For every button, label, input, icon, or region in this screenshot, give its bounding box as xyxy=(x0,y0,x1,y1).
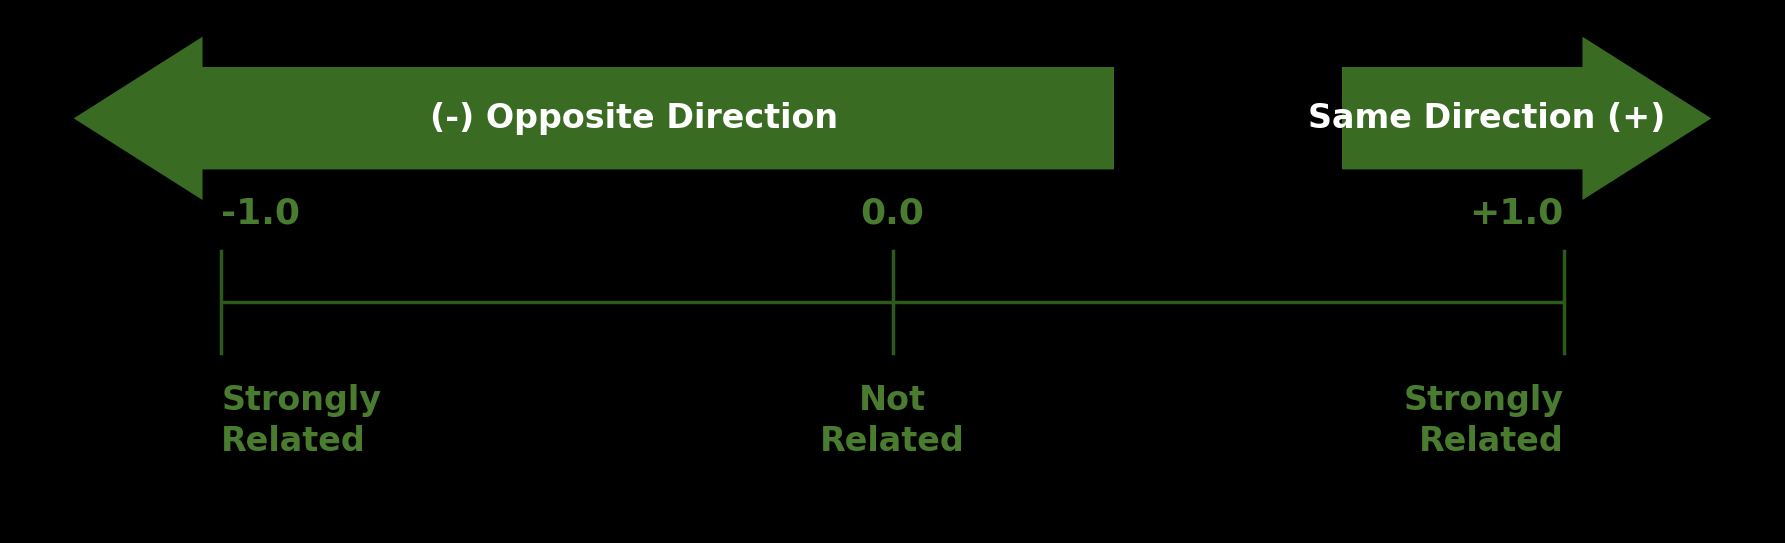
Text: Same Direction (+): Same Direction (+) xyxy=(1308,102,1665,135)
Text: Strongly
Related: Strongly Related xyxy=(221,384,382,458)
FancyBboxPatch shape xyxy=(1342,67,1631,169)
Text: Not
Related: Not Related xyxy=(819,384,966,458)
Text: +1.0: +1.0 xyxy=(1469,197,1564,231)
FancyBboxPatch shape xyxy=(154,67,1114,169)
Polygon shape xyxy=(1342,37,1712,200)
Text: -1.0: -1.0 xyxy=(221,197,300,231)
Text: Strongly
Related: Strongly Related xyxy=(1403,384,1564,458)
Text: 0.0: 0.0 xyxy=(860,197,925,231)
Polygon shape xyxy=(73,37,1114,200)
Text: (-) Opposite Direction: (-) Opposite Direction xyxy=(430,102,839,135)
